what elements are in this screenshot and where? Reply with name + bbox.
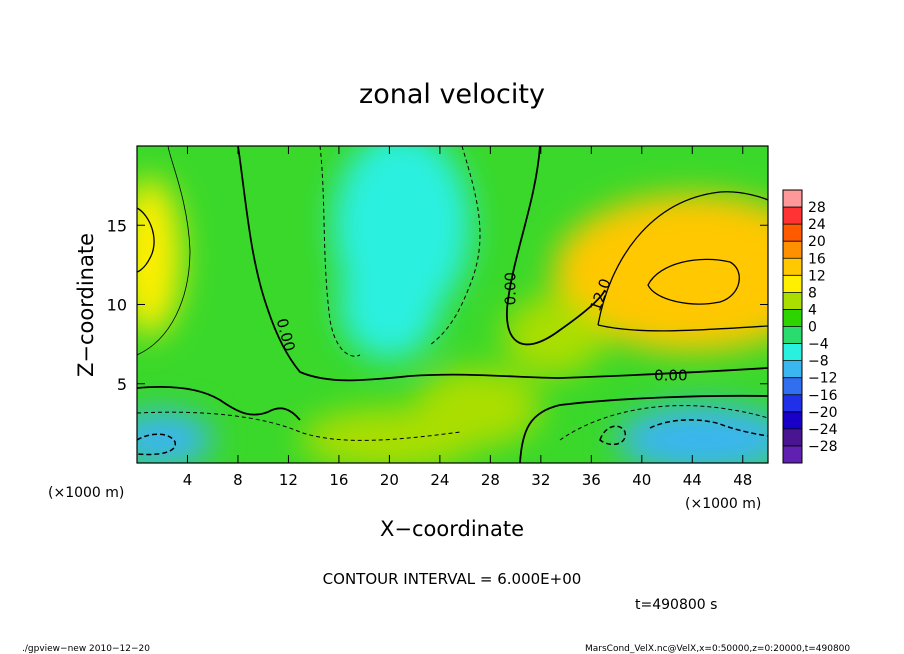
contour-line-10	[597, 324, 768, 332]
colorbar-label-8: −4	[808, 337, 829, 353]
colorbar-swatch-12	[783, 394, 802, 413]
contour-interval-text: CONTOUR INTERVAL = 6.000E+00	[323, 570, 582, 588]
colorbar-swatch-10	[783, 360, 802, 379]
y-tick-label-0: 5	[117, 375, 127, 394]
x-tick-label-8: 36	[582, 471, 601, 489]
x-tick-label-5: 24	[430, 471, 449, 489]
colorbar-label-7: 0	[808, 320, 817, 336]
colorbar-swatch-7	[783, 309, 802, 327]
x-tick-label-1: 8	[233, 471, 243, 489]
x-unit-left: (×1000 m)	[48, 485, 124, 501]
colorbar-swatch-4	[783, 258, 802, 276]
x-tick-label-7: 32	[531, 471, 550, 489]
contour-line-0	[237, 146, 768, 382]
x-unit-right: (×1000 m)	[685, 496, 761, 512]
field-region-6	[137, 410, 213, 463]
x-axis-label: X−coordinate	[380, 517, 524, 541]
contour-line-9	[597, 191, 768, 326]
colorbar-swatch-1	[783, 207, 802, 225]
colorbar-label-1: 24	[808, 217, 826, 233]
colorbar-swatch-3	[783, 241, 802, 259]
x-tick-label-2: 12	[279, 471, 298, 489]
x-tick-label-6: 28	[481, 471, 500, 489]
field-region-1	[553, 193, 768, 353]
program-text: ./gpview−new 2010−12−20	[22, 644, 150, 654]
colorbar-label-12: −20	[808, 405, 838, 421]
contour-label-2: 0.00	[654, 367, 687, 385]
contour-line-7	[559, 405, 768, 441]
contour-line-15	[137, 433, 176, 456]
contour-line-14	[649, 419, 768, 437]
contour-line-11	[137, 207, 155, 273]
colorbar-swatch-9	[783, 343, 802, 362]
x-tick-label-9: 40	[632, 471, 651, 489]
colorbar-label-2: 20	[808, 234, 826, 250]
contour-line-12	[137, 146, 191, 356]
time-text: t=490800 s	[635, 597, 717, 613]
file-text: MarsCond_VelX.nc@VelX,x=0:50000,z=0:2000…	[585, 644, 850, 654]
contour-line-3	[519, 394, 768, 463]
colorbar-swatch-2	[783, 224, 802, 242]
x-tick-label-11: 48	[733, 471, 752, 489]
field-region-2	[137, 177, 182, 337]
chart-title: zonal velocity	[359, 79, 545, 110]
contour-line-8	[647, 258, 740, 305]
colorbar-swatch-14	[783, 428, 802, 447]
field-region-8	[414, 367, 541, 448]
colorbar-label-5: 8	[808, 285, 817, 301]
x-tick-label-10: 44	[683, 471, 702, 489]
colorbar-label-4: 12	[808, 268, 826, 284]
y-axis-label: Z−coordinate	[74, 233, 98, 377]
x-tick-label-3: 16	[329, 471, 348, 489]
x-tick-label-0: 4	[183, 471, 193, 489]
colorbar-label-14: −28	[808, 439, 838, 455]
colorbar-label-3: 16	[808, 251, 826, 267]
colorbar-label-0: 28	[808, 200, 826, 216]
colorbar-swatch-8	[783, 326, 802, 345]
field-region-4	[338, 249, 440, 360]
contour-line-5	[429, 146, 481, 346]
colorbar-label-13: −24	[808, 422, 838, 438]
field-region-5	[616, 404, 768, 463]
colorbar-swatch-5	[783, 275, 802, 293]
contour-line-2	[137, 386, 301, 421]
contour-line-13	[599, 425, 626, 446]
y-tick-label-2: 15	[107, 216, 127, 235]
contour-line-1	[506, 146, 606, 346]
colorbar-swatch-11	[783, 377, 802, 396]
x-tick-label-4: 20	[380, 471, 399, 489]
contour-line-4	[319, 146, 361, 357]
contour-label-0: 0.00	[502, 272, 520, 305]
colorbar-swatch-13	[783, 411, 802, 430]
colorbar-swatch-6	[783, 292, 802, 310]
colorbar-swatch-0	[783, 190, 802, 208]
colorbar-label-10: −12	[808, 371, 838, 387]
colorbar-label-6: 4	[808, 302, 817, 318]
colorbar-swatch-15	[783, 445, 802, 464]
colorbar-label-11: −16	[808, 388, 838, 404]
y-tick-label-1: 10	[107, 296, 127, 315]
contour-line-6	[137, 411, 461, 441]
colorbar-label-9: −8	[808, 354, 829, 370]
